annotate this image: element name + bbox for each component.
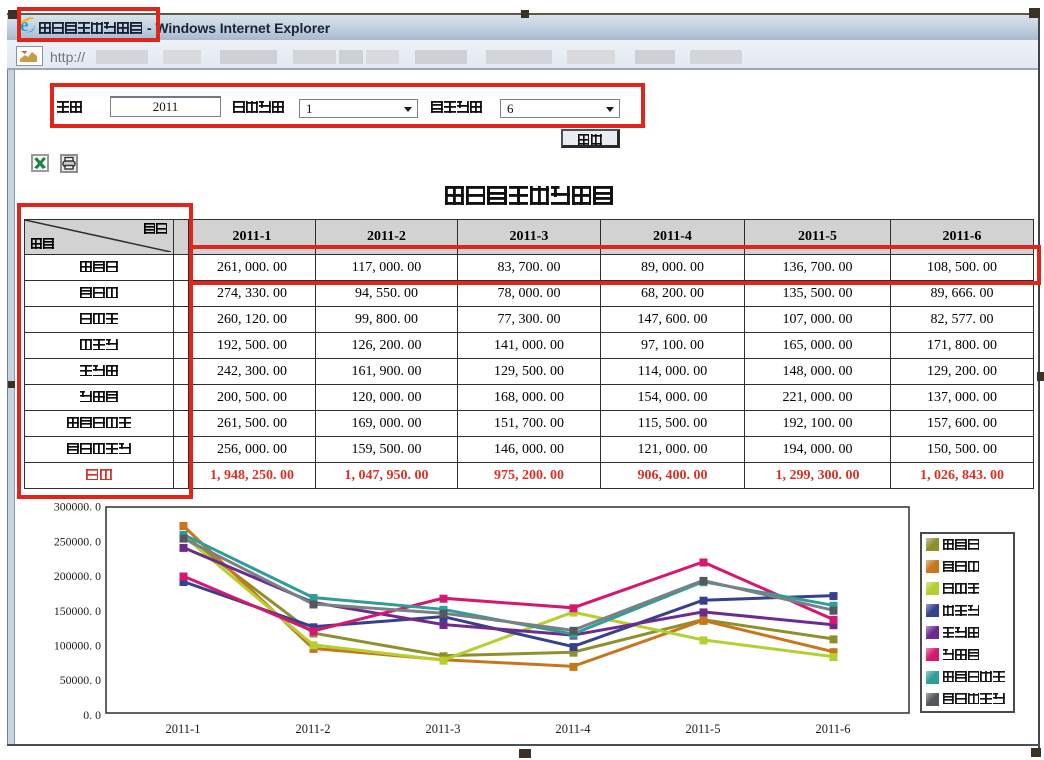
svg-text:150000. 0: 150000. 0 bbox=[54, 604, 101, 618]
svg-text:250000. 0: 250000. 0 bbox=[54, 534, 101, 548]
svg-text:2011-6: 2011-6 bbox=[816, 722, 851, 736]
svg-text:2011-3: 2011-3 bbox=[426, 722, 461, 736]
svg-text:0. 0: 0. 0 bbox=[83, 708, 101, 722]
svg-text:200000. 0: 200000. 0 bbox=[54, 569, 101, 583]
svg-text:2011-4: 2011-4 bbox=[556, 722, 592, 736]
svg-text:300000. 0: 300000. 0 bbox=[54, 500, 101, 514]
svg-text:100000. 0: 100000. 0 bbox=[54, 639, 101, 653]
svg-text:2011-5: 2011-5 bbox=[686, 722, 721, 736]
svg-text:2011-1: 2011-1 bbox=[166, 722, 201, 736]
svg-text:2011-2: 2011-2 bbox=[296, 722, 331, 736]
svg-text:50000. 0: 50000. 0 bbox=[60, 673, 101, 687]
